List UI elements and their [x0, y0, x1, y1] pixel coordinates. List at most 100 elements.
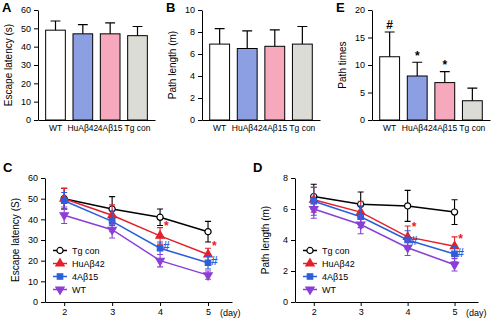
- axis-line: [45, 179, 46, 303]
- tick-label: 8: [190, 27, 195, 37]
- tick: Tg con: [125, 120, 151, 133]
- y-axis-title: Path length (m): [260, 206, 271, 274]
- tick: 2: [312, 302, 317, 317]
- tick-mark: [368, 10, 372, 11]
- tick-label: 20: [28, 256, 38, 266]
- tick-mark: [34, 65, 38, 66]
- point: [156, 258, 164, 265]
- tick-label: 6: [190, 49, 195, 59]
- annotation: #: [411, 234, 418, 248]
- series-line: [314, 197, 455, 213]
- tick: 4Aβ15: [262, 120, 287, 133]
- point: [108, 227, 116, 234]
- axis-line: [296, 302, 479, 303]
- tick-label: 8: [283, 173, 288, 183]
- legend-marker: [57, 274, 62, 279]
- tick-label: WT: [383, 123, 396, 133]
- axis: 0246810: [185, 5, 203, 125]
- legend-marker: [306, 259, 314, 266]
- legend-item: HuAβ42: [53, 259, 105, 269]
- tick-label: 60: [28, 173, 38, 183]
- point: [157, 214, 163, 220]
- axis: 2345: [296, 302, 479, 317]
- annotation: #: [386, 18, 393, 32]
- tick-label: 0: [33, 297, 38, 307]
- tick: 40: [21, 42, 38, 52]
- tick-label: WT: [49, 123, 62, 133]
- tick-label: 3: [110, 307, 115, 317]
- axis-line: [372, 11, 373, 121]
- tick-mark: [34, 28, 38, 29]
- tick-label: 20: [21, 79, 31, 89]
- tick-label: WT: [213, 123, 226, 133]
- axis: 2345: [46, 302, 233, 317]
- tick-label: 15: [355, 33, 365, 43]
- tick: 20: [355, 5, 372, 15]
- error-bar: [405, 190, 411, 221]
- axis: 0102030405060: [21, 5, 39, 125]
- point: [310, 207, 318, 214]
- plot-area: [46, 21, 148, 120]
- tick: 5: [453, 302, 458, 317]
- legend-marker: [56, 259, 64, 266]
- panel-letter: E: [336, 0, 345, 15]
- series-line: [64, 199, 208, 232]
- point: [204, 273, 212, 280]
- annotation: #: [163, 239, 170, 253]
- tick: 50: [21, 24, 38, 34]
- tick-label: 2: [190, 93, 195, 103]
- legend-item: Tg con: [303, 246, 350, 256]
- tick-label: 30: [28, 235, 38, 245]
- annotation: *: [415, 49, 420, 63]
- tick: 15: [355, 33, 372, 43]
- tick: 8: [190, 27, 202, 37]
- legend-label: 4Aβ15: [72, 272, 98, 282]
- axis-line: [202, 11, 203, 121]
- bar: [100, 34, 120, 120]
- panel: BPath length (m)WTHuAβ424Aβ15Tg con02468…: [166, 0, 321, 133]
- tick-mark: [160, 302, 161, 306]
- legend: Tg conHuAβ424Aβ15WT: [53, 246, 105, 295]
- panel: AEscape latency (s)WTHuAβ424Aβ15Tg con01…: [2, 0, 156, 133]
- bar: [128, 36, 148, 120]
- tick: WT: [383, 120, 396, 133]
- tick: 2: [283, 266, 295, 276]
- tick-label: 10: [355, 60, 365, 70]
- tick: 20: [21, 79, 38, 89]
- bar: [380, 57, 400, 120]
- annotation: *: [442, 58, 447, 72]
- error-bar: [61, 188, 67, 209]
- axis-line: [46, 302, 233, 303]
- bar: [265, 46, 285, 120]
- error-bar: [205, 221, 211, 242]
- point: [357, 222, 365, 229]
- tick: 5: [360, 88, 372, 98]
- tick-label: Tg con: [289, 123, 315, 133]
- tick: 4: [190, 71, 202, 81]
- panel: CEscape latency (S)2345(day)Tg conHuAβ42…: [3, 160, 241, 318]
- legend-marker: [307, 274, 312, 279]
- point: [60, 213, 68, 220]
- tick: HuAβ42: [402, 120, 433, 133]
- tick: 0: [26, 115, 38, 125]
- tick: Tg con: [289, 120, 315, 133]
- tick: 4Aβ15: [432, 120, 457, 133]
- tick-mark: [368, 93, 372, 94]
- tick-mark: [291, 240, 295, 241]
- tick-label: 4Aβ15: [432, 123, 457, 133]
- tick-mark: [198, 98, 202, 99]
- tick-mark: [41, 281, 45, 282]
- plot-area: [310, 184, 459, 271]
- tick: WT: [213, 120, 226, 133]
- tick-label: 4: [406, 307, 411, 317]
- bar: [407, 76, 427, 120]
- bar: [237, 49, 257, 121]
- point: [61, 198, 66, 203]
- tick-mark: [34, 120, 38, 121]
- legend-item: 4Aβ15: [53, 272, 98, 282]
- legend: Tg conHuAβ424Aβ15WT: [303, 246, 355, 295]
- series-line: [314, 209, 455, 265]
- tick: 6: [190, 49, 202, 59]
- tick-label: 2: [62, 307, 67, 317]
- tick-label: 10: [185, 5, 195, 15]
